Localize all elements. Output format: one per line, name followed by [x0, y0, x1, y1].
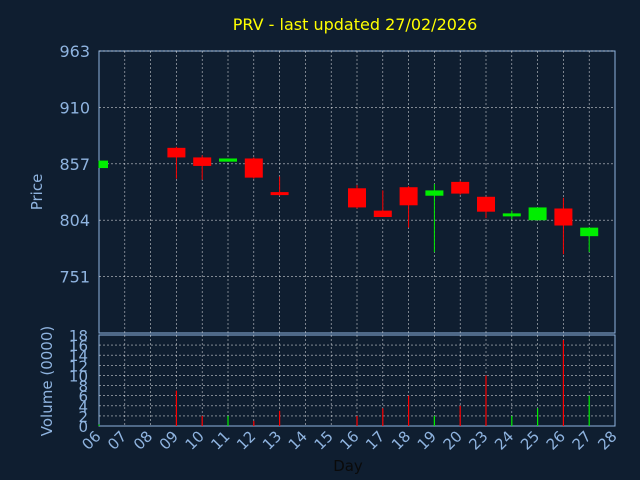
candle: [554, 197, 573, 255]
candle: [425, 184, 444, 253]
volume-tick-label: 18: [69, 327, 88, 345]
candle: [219, 158, 237, 162]
candle-body: [502, 213, 521, 217]
candle: [270, 176, 289, 196]
candle-body: [580, 227, 599, 237]
volume-tick-label: 8: [78, 378, 88, 396]
volume-tick-label: 6: [78, 388, 88, 406]
candle-body: [348, 188, 366, 208]
volume-series: [98, 340, 590, 426]
candle: [528, 207, 547, 221]
candle-body: [99, 160, 108, 169]
candle-body: [554, 208, 573, 226]
volume-tick-label: 14: [69, 347, 88, 365]
price-tick-label: 804: [59, 211, 90, 230]
candle-body: [219, 158, 237, 162]
price-tick-label: 910: [59, 98, 90, 117]
candle-body: [193, 157, 212, 166]
candle: [373, 190, 392, 218]
candle: [348, 185, 366, 209]
candle-body: [167, 147, 186, 158]
price-axis-label: Price: [28, 174, 46, 211]
volume-grid: [99, 335, 615, 426]
candle-body: [244, 158, 263, 178]
candle: [244, 157, 263, 179]
price-tick-label: 963: [59, 42, 90, 61]
candlestick-series: [98, 146, 599, 255]
candle: [98, 160, 108, 169]
volume-tick-label: 4: [78, 398, 88, 416]
price-y-ticks: 751 804 857 910 963: [59, 42, 90, 287]
candle-body: [425, 190, 444, 196]
candle-body: [373, 210, 392, 218]
chart-title: PRV - last updated 27/02/2026: [233, 15, 478, 34]
volume-axis-label: Volume (0000): [38, 326, 56, 436]
volume-tick-label: 10: [69, 367, 88, 385]
candle-body: [399, 187, 418, 206]
candle: [580, 227, 599, 253]
candle: [399, 186, 418, 228]
price-tick-label: 857: [59, 155, 90, 174]
volume-tick-label: 16: [69, 337, 88, 355]
x-axis-label: Day: [333, 457, 363, 475]
candle: [502, 210, 521, 220]
volume-tick-label: 0: [78, 418, 88, 436]
volume-tick-label: 12: [69, 357, 88, 375]
candle: [167, 146, 186, 179]
price-tick-label: 751: [59, 268, 90, 287]
candle-body: [270, 192, 289, 196]
candle: [451, 180, 470, 195]
candle: [193, 155, 212, 180]
candle: [477, 196, 495, 219]
candle-body: [477, 196, 495, 212]
volume-tick-label: 2: [78, 408, 88, 426]
candle-body: [451, 181, 470, 194]
candle-body: [528, 207, 547, 221]
